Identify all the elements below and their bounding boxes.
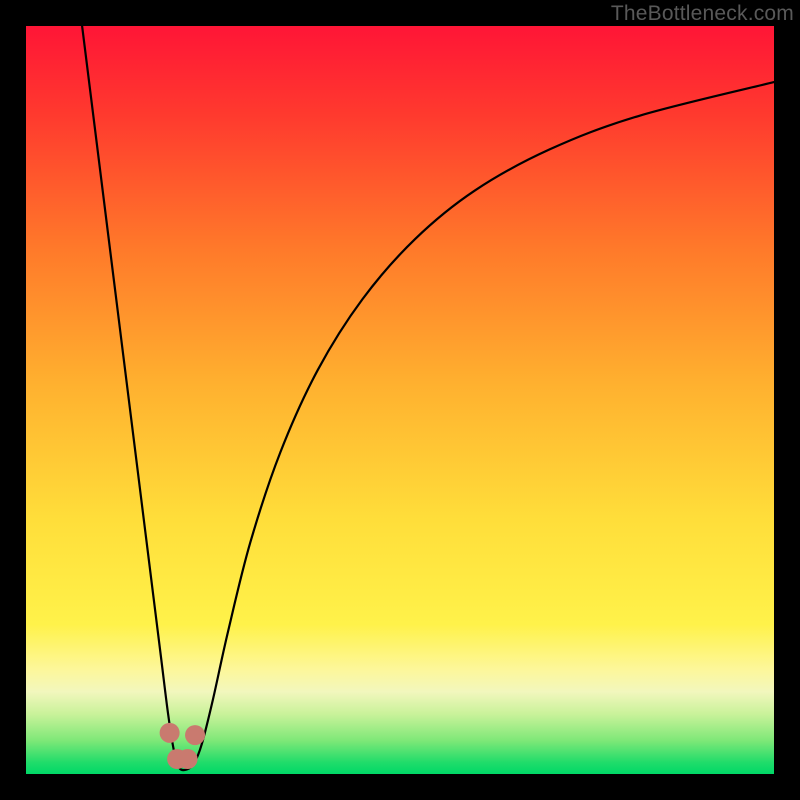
watermark-label: TheBottleneck.com [611, 2, 794, 26]
curve-marker [185, 725, 205, 745]
chart-container: TheBottleneck.com [0, 0, 800, 800]
curve-marker [160, 723, 180, 743]
gradient-background [26, 26, 774, 774]
bottleneck-chart [0, 0, 800, 800]
curve-marker [178, 749, 198, 769]
